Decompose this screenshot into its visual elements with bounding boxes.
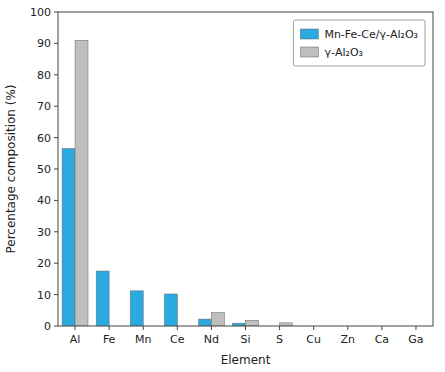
y-tick-label: 20	[37, 257, 51, 270]
x-tick-label: Al	[70, 333, 81, 346]
x-tick	[279, 326, 280, 330]
x-tick-label: Nd	[204, 333, 219, 346]
y-axis: 0 10 20 30 40 50 60 70 80 90 100	[30, 6, 58, 333]
y-tick-label: 100	[30, 6, 51, 19]
y-tick	[54, 326, 58, 327]
legend: Mn-Fe-Ce/γ-Al₂O₃ γ-Al₂O₃	[293, 20, 425, 66]
legend-swatch	[300, 47, 318, 57]
x-tick	[75, 326, 76, 330]
x-tick	[143, 326, 144, 330]
bar	[246, 320, 259, 326]
x-axis-label: Element	[221, 353, 271, 367]
y-tick	[54, 74, 58, 75]
x-tick-label: S	[276, 333, 283, 346]
x-tick-label: Fe	[103, 333, 116, 346]
bar	[62, 149, 75, 326]
y-tick-label: 10	[37, 289, 51, 302]
x-tick	[381, 326, 382, 330]
x-tick-label: Mn	[135, 333, 151, 346]
y-tick-label: 0	[44, 320, 51, 333]
x-tick	[313, 326, 314, 330]
bar	[164, 294, 177, 326]
x-tick-label: Ce	[170, 333, 185, 346]
y-tick	[54, 263, 58, 264]
x-tick-label: Cu	[306, 333, 321, 346]
y-tick	[54, 106, 58, 107]
legend-box	[293, 20, 425, 66]
bar	[211, 312, 224, 326]
bars	[62, 40, 292, 326]
x-tick	[415, 326, 416, 330]
bar	[75, 40, 88, 326]
chart-svg: 0 10 20 30 40 50 60 70 80 90 100 Al Fe Mn Ce Nd Si S Cu Zn C…	[0, 0, 445, 372]
bar	[96, 271, 109, 326]
x-tick	[211, 326, 212, 330]
x-tick	[245, 326, 246, 330]
y-tick-label: 30	[37, 226, 51, 239]
y-tick-label: 60	[37, 132, 51, 145]
x-tick	[347, 326, 348, 330]
y-tick	[54, 169, 58, 170]
y-tick	[54, 200, 58, 201]
x-tick-label: Si	[240, 333, 250, 346]
x-axis: Al Fe Mn Ce Nd Si S Cu Zn Ca Ga	[70, 326, 424, 346]
legend-label: γ-Al₂O₃	[324, 46, 363, 59]
legend-label: Mn-Fe-Ce/γ-Al₂O₃	[324, 28, 418, 41]
y-tick	[54, 137, 58, 138]
y-tick	[54, 231, 58, 232]
bar	[198, 319, 211, 326]
y-tick	[54, 12, 58, 13]
plot-frame	[58, 12, 433, 326]
x-tick-label: Zn	[341, 333, 356, 346]
x-tick	[109, 326, 110, 330]
bar	[130, 291, 143, 326]
y-tick-label: 90	[37, 37, 51, 50]
y-tick-label: 40	[37, 194, 51, 207]
x-tick-label: Ca	[375, 333, 389, 346]
y-tick	[54, 294, 58, 295]
legend-swatch	[300, 29, 318, 39]
y-axis-label: Percentage composition (%)	[4, 84, 18, 253]
y-tick	[54, 43, 58, 44]
y-tick-label: 80	[37, 69, 51, 82]
y-tick-label: 70	[37, 100, 51, 113]
chart-container: 0 10 20 30 40 50 60 70 80 90 100 Al Fe Mn Ce Nd Si S Cu Zn C…	[0, 0, 445, 372]
x-tick	[177, 326, 178, 330]
x-tick-label: Ga	[408, 333, 423, 346]
y-tick-label: 50	[37, 163, 51, 176]
